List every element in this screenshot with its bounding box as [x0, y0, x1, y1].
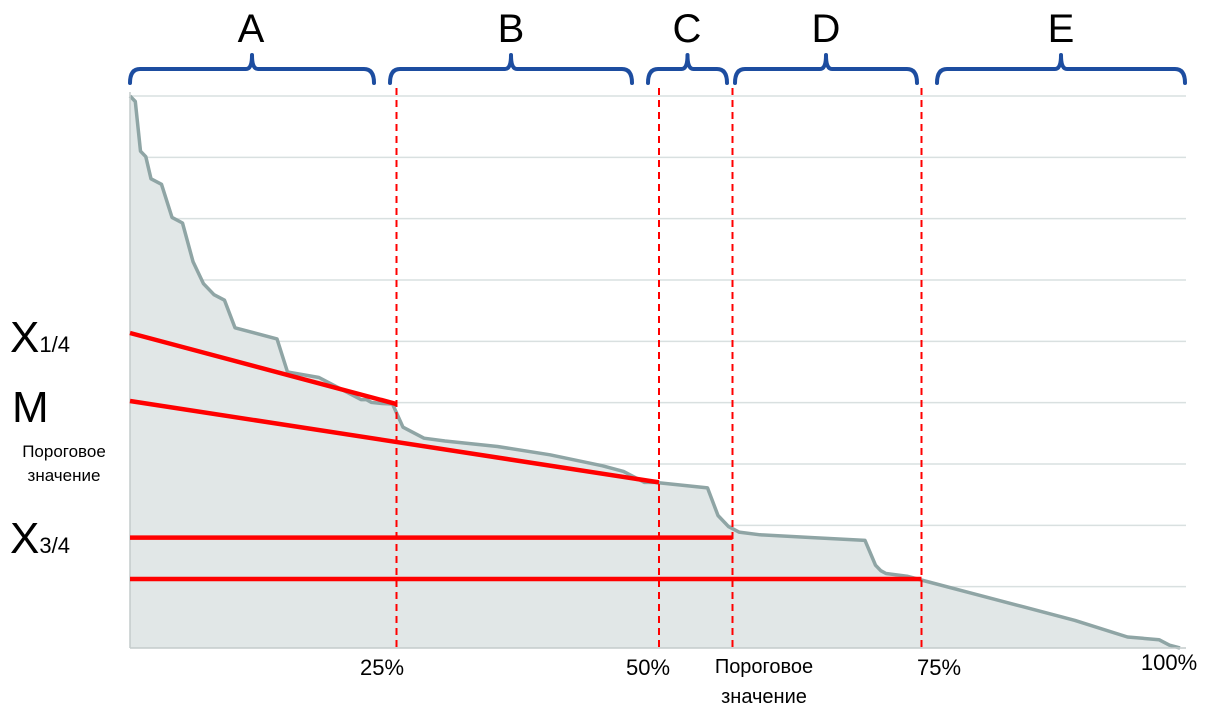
svg-text:X1/4: X1/4 — [10, 313, 70, 362]
axes — [129, 92, 1186, 649]
x-label-100: 100% — [1141, 650, 1197, 675]
segment-brace-a — [128, 53, 376, 85]
segment-label-d: D — [812, 7, 841, 51]
quartile-line-1 — [129, 330, 398, 407]
label-first-quartile: X1/4 — [10, 313, 70, 362]
svg-text:X3/4: X3/4 — [10, 514, 70, 563]
label-q1-main: X — [10, 313, 39, 362]
quartile-line-2 — [129, 398, 660, 485]
area-fill — [130, 96, 1180, 648]
segment-label-b: B — [498, 7, 525, 51]
label-threshold-line1: Пороговое — [22, 442, 106, 461]
label-q3-sub: 3/4 — [39, 533, 70, 558]
x-label-75: 75% — [917, 655, 961, 680]
label-q1-sub: 1/4 — [39, 332, 70, 357]
segment-brace-e — [935, 53, 1187, 85]
quartile-markers — [129, 88, 923, 652]
x-label-50: 50% — [626, 655, 670, 680]
segment-label-e: E — [1048, 7, 1075, 51]
label-q3-main: X — [10, 514, 39, 563]
segment-label-c: C — [673, 7, 702, 51]
segment-label-a: A — [238, 7, 265, 51]
segment-brace-d — [733, 53, 919, 85]
distribution-area — [128, 94, 1181, 650]
label-median: M — [12, 383, 49, 432]
label-threshold-line2: значение — [28, 466, 101, 485]
x-label-threshold-line1: Пороговое — [715, 656, 813, 678]
x-label-threshold-line2: значение — [721, 686, 807, 708]
segment-brace-c — [646, 53, 729, 85]
x-label-25: 25% — [360, 655, 404, 680]
distribution-curve — [128, 94, 1181, 650]
label-third-quartile: X3/4 — [10, 514, 70, 563]
segment-braces — [128, 53, 1187, 85]
segment-brace-b — [388, 53, 634, 85]
